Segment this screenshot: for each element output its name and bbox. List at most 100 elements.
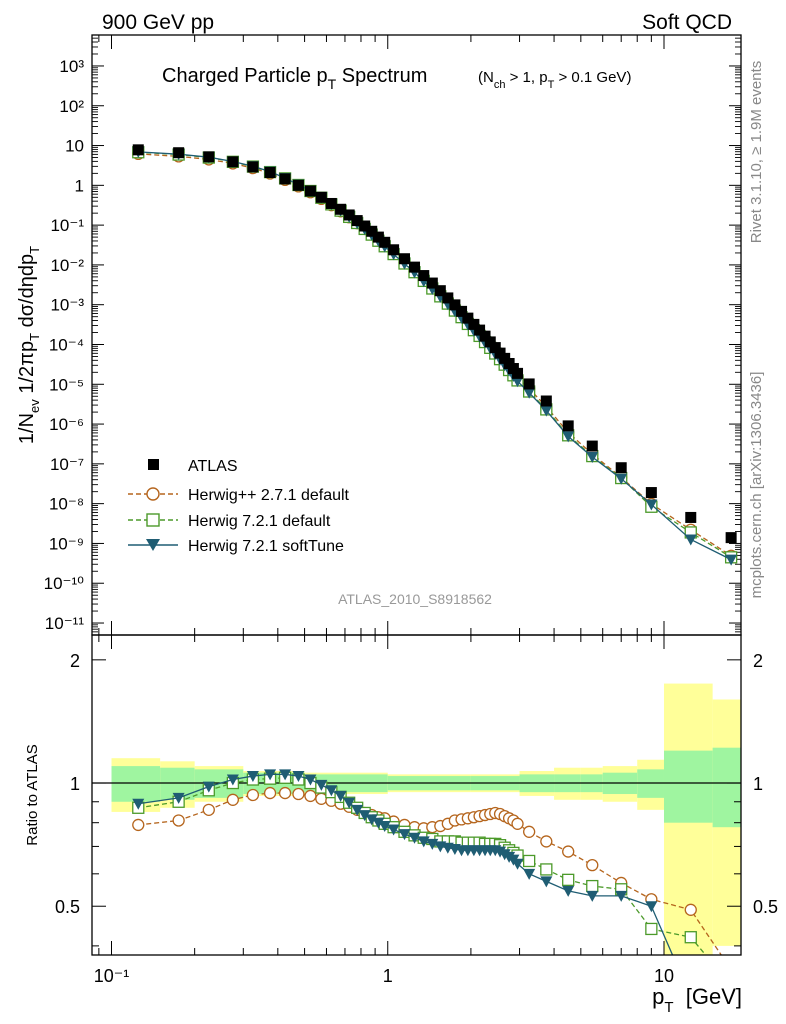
main-ytick-label: 10⁻⁴ — [49, 335, 84, 354]
main-point-atlas — [725, 532, 737, 544]
main-ytick-label: 10⁻¹¹ — [45, 614, 85, 633]
legend: ATLAS Herwig++ 2.7.1 default Herwig 7.2.… — [128, 458, 350, 555]
ratio-point-softtune — [586, 890, 599, 902]
ratio-plot-area: 10⁻¹ 1 10 0.5 0.5 1 1 2 2 — [55, 635, 778, 986]
ratio-point-softtune — [387, 824, 400, 836]
ratio-point-softtune — [264, 769, 277, 781]
x-axis-label: pT [GeV] — [652, 984, 742, 1016]
legend-entry-herwig721: Herwig 7.2.1 default — [128, 513, 331, 530]
main-point-atlas — [474, 324, 486, 336]
ratio-point-softtune — [304, 774, 317, 786]
main-point-atlas — [512, 367, 524, 379]
legend-marker-softtune — [146, 539, 160, 551]
main-ytick-label: 10⁻³ — [50, 296, 84, 315]
main-point-softtune — [725, 554, 738, 566]
ratio-point-herwigpp — [586, 858, 599, 872]
ratio-xtick-label: 10⁻¹ — [94, 966, 130, 986]
main-point-atlas — [372, 231, 384, 243]
main-point-softtune — [540, 405, 553, 417]
main-point-atlas — [335, 203, 347, 215]
main-ytick-label: 10⁻¹⁰ — [44, 574, 85, 593]
ratio-point-softtune — [343, 797, 356, 809]
main-point-atlas — [586, 440, 598, 452]
ratio-point-herwigpp — [263, 786, 277, 800]
ratio-point-softtune — [334, 790, 347, 802]
main-point-atlas — [173, 147, 185, 159]
ratio-point-softtune — [615, 890, 628, 902]
ratio-point-herwig721 — [523, 854, 536, 868]
main-point-atlas — [645, 487, 657, 499]
main-ytick-label: 10⁻⁷ — [50, 455, 84, 474]
main-ytick-label: 10⁻¹ — [50, 216, 84, 235]
ratio-ytick-label-left: 2 — [70, 651, 80, 671]
title-tail: Spectrum — [336, 65, 427, 87]
legend-marker-herwig721 — [146, 513, 160, 527]
ratio-point-softtune — [523, 868, 536, 880]
legend-entry-atlas: ATLAS — [148, 458, 238, 475]
main-point-atlas — [442, 292, 454, 304]
main-point-softtune — [645, 499, 658, 511]
main-point-atlas — [685, 511, 697, 523]
ratio-line-herwigpp — [138, 792, 723, 955]
ratio-point-softtune — [202, 781, 215, 793]
main-point-atlas — [456, 305, 468, 317]
ratio-xtick-label: 1 — [383, 966, 393, 986]
main-point-atlas — [132, 144, 144, 156]
main-point-softtune — [684, 534, 697, 546]
main-point-atlas — [562, 420, 574, 432]
ratio-point-herwigpp — [246, 788, 260, 802]
main-point-softtune — [615, 473, 628, 485]
main-plot-area: 10⁻¹¹ 10⁻¹⁰ 10⁻⁹ 10⁻⁸ 10⁻⁷ 10⁻⁶ 10⁻⁵ 10⁻⁴ 10⁻³ 10… — [44, 34, 741, 636]
legend-marker-atlas — [148, 459, 159, 470]
ratio-point-herwigpp — [172, 814, 185, 827]
ratio-point-herwigpp — [511, 817, 524, 830]
ratio-point-softtune — [511, 858, 524, 870]
main-point-atlas — [264, 167, 276, 179]
ratio-point-softtune — [398, 829, 411, 841]
ratio-point-softtune — [358, 810, 371, 822]
ratio-point-herwigpp — [684, 903, 697, 916]
main-ytick-label: 10⁻⁹ — [49, 534, 84, 553]
ratio-point-herwig721 — [645, 922, 658, 936]
rivet-label: Rivet 3.1.10, ≥ 1.9M events — [748, 61, 765, 244]
main-point-atlas — [479, 330, 491, 342]
ratio-point-softtune — [226, 774, 239, 786]
legend-marker-herwigpp — [146, 487, 160, 501]
main-point-atlas — [304, 185, 316, 197]
main-panel: 10⁻¹¹ 10⁻¹⁰ 10⁻⁹ 10⁻⁸ 10⁻⁷ 10⁻⁶ 10⁻⁵ 10⁻⁴ 10⁻³ 10… — [16, 34, 742, 636]
legend-label-softtune: Herwig 7.2.1 softTune — [188, 538, 344, 555]
main-point-atlas — [426, 277, 438, 289]
title-cuts: (Nch > 1, pT > 0.1 GeV) — [478, 69, 631, 91]
ratio-point-softtune — [408, 832, 421, 844]
ratio-ytick-label-left: 1 — [70, 774, 80, 794]
ratio-point-herwigpp — [540, 835, 553, 848]
main-point-atlas — [227, 156, 239, 168]
ratio-point-softtune — [132, 798, 145, 810]
ratio-point-softtune — [315, 779, 328, 791]
header-left: 900 GeV pp — [102, 11, 214, 34]
ratio-ytick-label-right: 2 — [753, 651, 763, 671]
ratio-point-softtune — [365, 814, 378, 826]
main-ylabel: 1/Nev 1/2πpT dσ/dηdpT — [16, 246, 42, 444]
main-point-atlas — [315, 191, 327, 203]
ratio-point-herwigpp — [562, 845, 575, 858]
ratio-ytick-label-left: 0.5 — [55, 897, 80, 917]
main-point-softtune — [511, 376, 524, 388]
header-right: Soft QCD — [642, 11, 732, 34]
ratio-point-softtune — [351, 804, 364, 816]
main-point-atlas — [468, 318, 480, 330]
main-point-atlas — [399, 253, 411, 265]
ratio-ytick-label-right: 0.5 — [753, 897, 778, 917]
main-point-atlas — [434, 285, 446, 297]
main-point-atlas — [343, 209, 355, 221]
ratio-point-herwig721 — [684, 931, 697, 944]
ratio-series-softtune — [132, 769, 674, 955]
main-point-atlas — [462, 312, 474, 324]
main-point-atlas — [325, 197, 337, 209]
legend-label-atlas: ATLAS — [188, 458, 238, 475]
title-main: Charged Particle p — [162, 65, 328, 87]
main-ytick-label: 10² — [59, 97, 84, 116]
main-point-atlas — [359, 220, 371, 232]
ratio-point-herwigpp — [292, 787, 305, 801]
ratio-line-softtune — [138, 773, 674, 955]
